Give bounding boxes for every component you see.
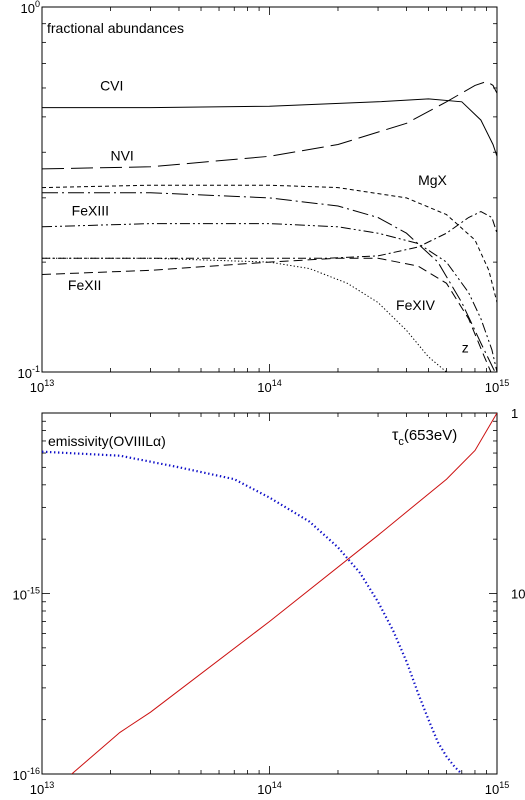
emissivity-curve	[42, 450, 463, 774]
series-line-nvi	[42, 80, 497, 170]
top-x-tick-label-base: 10	[30, 380, 44, 395]
top-y-tick-label-base: 10	[18, 366, 32, 381]
right-y-tick-label-base: 1	[511, 406, 518, 421]
bottom-x-tick-label-base: 10	[485, 782, 499, 797]
left-y-tick-label-base: 10	[13, 588, 27, 603]
tau-symbol: τ	[392, 427, 399, 444]
series-line-unlabeled-5	[42, 211, 497, 259]
series-line-fexiii	[42, 223, 497, 372]
bottom-panel-emissivity: emissivity(OVIIILα) τc(653eV)1013 1014 1015…	[13, 406, 525, 797]
bottom-chart-title: emissivity(OVIIILα)	[48, 433, 166, 449]
series-label-cvi: CVI	[100, 78, 123, 94]
tau-energy: (653eV)	[404, 427, 457, 444]
tau-subscript: c	[398, 436, 404, 448]
top-x-tick-label: 1013	[30, 378, 54, 395]
bottom-x-tick-label-base: 10	[30, 782, 44, 797]
left-y-tick-label: 10-15	[13, 586, 40, 603]
right-y-tick-label-base: 10	[511, 587, 525, 602]
top-x-tick-label-exp: 13	[44, 378, 54, 388]
series-line-fexiv	[42, 257, 447, 372]
left-y-tick-label-exp: -16	[27, 766, 40, 776]
series-label-fexii: FeXII	[68, 277, 101, 293]
top-y-tick-label: 100	[21, 0, 40, 16]
tau-series-label: τc(653eV)	[392, 427, 457, 448]
tau-curve	[71, 413, 497, 774]
series-line-fexii	[42, 257, 492, 372]
top-series-lines	[42, 80, 497, 372]
right-y-tick-label: 1	[511, 406, 518, 421]
left-y-tick-label-base: 10	[13, 768, 27, 783]
bottom-x-tick-label-base: 10	[257, 782, 271, 797]
bottom-plot-frame	[41, 412, 498, 775]
series-label-nvi: NVI	[110, 147, 133, 163]
bottom-series-lines	[42, 413, 497, 774]
top-plot-frame	[41, 6, 498, 373]
top-chart-title: fractional abundances	[47, 20, 184, 36]
bottom-x-tick-label-exp: 15	[499, 780, 509, 790]
series-line-cvi	[42, 98, 497, 157]
top-x-tick-label: 1015	[485, 378, 509, 395]
top-y-tick-label-exp: 0	[35, 0, 40, 9]
series-line-unlabeled-4	[42, 192, 496, 372]
bottom-x-tick-label-exp: 13	[44, 780, 54, 790]
bottom-x-tick-label-exp: 14	[272, 780, 282, 790]
left-y-tick-label-exp: -15	[27, 586, 40, 596]
top-x-tick-label-exp: 15	[499, 378, 509, 388]
series-line-mgx	[42, 184, 497, 303]
top-x-tick-label: 1014	[257, 378, 281, 395]
top-y-tick-label-base: 10	[21, 1, 35, 16]
series-label-fexiv: FeXIV	[396, 297, 436, 313]
annotation-label: z	[462, 340, 469, 356]
bottom-x-tick-label: 1015	[485, 780, 509, 797]
top-x-tick-label-base: 10	[257, 380, 271, 395]
bottom-x-tick-label: 1014	[257, 780, 281, 797]
series-label-fexiii: FeXIII	[72, 203, 109, 219]
top-x-tick-label-exp: 14	[272, 378, 282, 388]
top-y-tick-label: 10-1	[18, 364, 40, 381]
series-label-mgx: MgX	[418, 172, 447, 188]
right-y-tick-label: 10-1	[511, 585, 525, 602]
top-x-tick-label-base: 10	[485, 380, 499, 395]
left-y-tick-label: 10-16	[13, 766, 40, 783]
top-y-tick-label-exp: -1	[32, 364, 40, 374]
bottom-x-tick-label: 1013	[30, 780, 54, 797]
